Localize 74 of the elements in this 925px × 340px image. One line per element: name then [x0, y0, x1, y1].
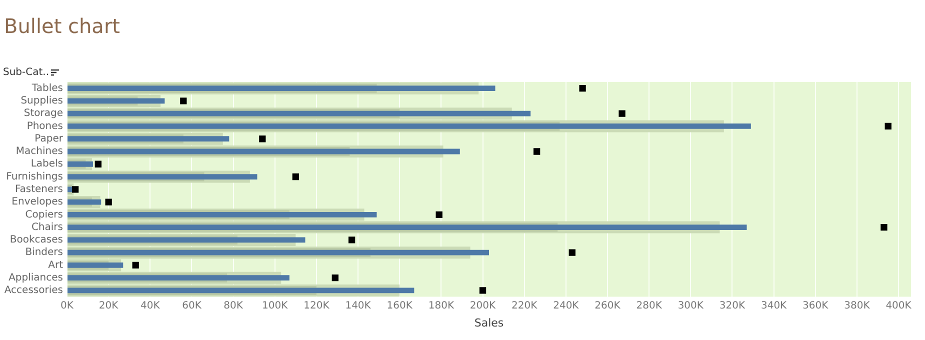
- bar: [68, 237, 306, 243]
- y-tick-label: Chairs: [31, 222, 63, 233]
- bar: [68, 98, 165, 104]
- y-tick-label: Envelopes: [12, 196, 63, 208]
- point: [180, 98, 187, 104]
- point: [568, 249, 576, 256]
- y-tick-label: Phones: [26, 120, 63, 132]
- bar: [68, 262, 124, 268]
- point: [880, 224, 888, 231]
- bar: [68, 161, 93, 167]
- bar: [68, 224, 747, 230]
- y-tick-label: Labels: [30, 158, 63, 170]
- point: [618, 110, 626, 117]
- y-tick-label: Furnishings: [6, 171, 63, 182]
- point: [348, 236, 356, 244]
- y-tick-label: Bookcases: [10, 234, 63, 246]
- bar: [68, 124, 751, 129]
- point: [72, 186, 79, 193]
- x-tick-label: 340K: [760, 300, 788, 312]
- x-tick-label: 360K: [802, 300, 829, 312]
- x-tick-label: 300K: [678, 300, 704, 312]
- bar: [68, 199, 102, 205]
- point: [533, 148, 540, 155]
- point: [259, 136, 266, 142]
- point: [884, 122, 892, 130]
- x-tick-label: 140K: [345, 300, 372, 312]
- x-tick-label: 320K: [719, 300, 746, 312]
- x-tick-label: 60K: [182, 300, 202, 312]
- y-tick-label: Binders: [25, 247, 63, 258]
- y-tick-label: Tables: [30, 82, 63, 94]
- x-tick-label: 220K: [512, 300, 538, 312]
- bar: [68, 86, 496, 92]
- x-tick-label: 100K: [262, 300, 288, 312]
- y-axis-title: Sub-Cat..: [3, 67, 50, 78]
- point: [94, 160, 102, 168]
- y-tick-label: Paper: [34, 133, 64, 144]
- bar: [68, 148, 460, 154]
- y-tick-label: Appliances: [8, 272, 63, 284]
- x-tick-label: 80K: [224, 300, 244, 312]
- bar: [68, 212, 377, 218]
- x-tick-label: 200K: [470, 300, 496, 312]
- y-tick-label: Art: [48, 260, 64, 271]
- point: [105, 198, 112, 206]
- x-tick-label: 380K: [844, 300, 870, 312]
- bar: [68, 288, 414, 294]
- x-tick-label: 280K: [636, 300, 662, 312]
- bar: [68, 136, 230, 142]
- x-tick-label: 240K: [553, 300, 580, 312]
- x-axis-title: Sales: [474, 316, 504, 330]
- x-tick-label: 120K: [304, 300, 330, 312]
- bar: [68, 110, 531, 116]
- y-tick-label: Supplies: [20, 96, 63, 107]
- point: [292, 173, 299, 180]
- y-tick-label: Copiers: [25, 209, 63, 220]
- x-tick-label: 40K: [140, 300, 160, 312]
- point: [332, 274, 338, 282]
- x-tick-label: 400K: [886, 300, 912, 312]
- y-tick-label: Machines: [16, 146, 63, 158]
- point: [436, 211, 442, 218]
- bar: [68, 275, 290, 281]
- point: [579, 84, 586, 92]
- x-tick-label: 180K: [428, 300, 454, 312]
- bar: [68, 250, 489, 256]
- x-tick-label: 20K: [98, 300, 119, 312]
- x-tick-label: 260K: [594, 300, 621, 312]
- y-tick-label: Storage: [24, 108, 63, 120]
- y-tick-label: Accessories: [4, 285, 63, 296]
- point: [132, 262, 139, 269]
- x-tick-label: 160K: [386, 300, 413, 312]
- point: [479, 287, 486, 294]
- x-tick-label: 0K: [60, 300, 74, 312]
- y-tick-label: Fasteners: [14, 184, 63, 195]
- chart-title: Bullet chart: [4, 14, 120, 38]
- bar: [68, 174, 258, 180]
